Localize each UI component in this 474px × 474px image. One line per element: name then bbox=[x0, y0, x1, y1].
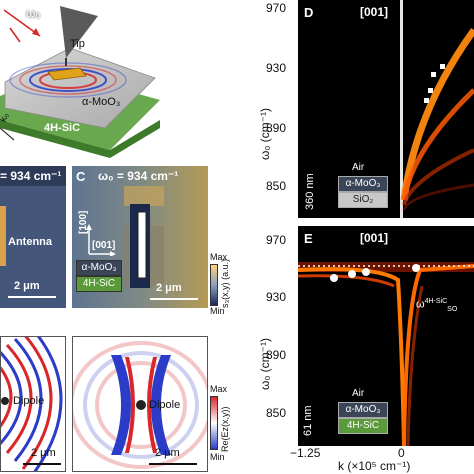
panel-d-letter: D bbox=[304, 5, 314, 20]
panel-e-ytick-1: 930 bbox=[266, 290, 287, 304]
panel-c-scale: 2 μm bbox=[156, 282, 182, 294]
panel-e-ylabel: ω₀ (cm⁻¹) bbox=[258, 337, 272, 390]
panel-e-orientation: [001] bbox=[360, 231, 389, 245]
panel-e-ytick-2: 890 bbox=[266, 348, 287, 362]
panel-b-scale: 2 μm bbox=[14, 280, 40, 292]
omega-label: ω₀ bbox=[26, 6, 41, 20]
afm-tip bbox=[60, 6, 98, 58]
panel-c-map bbox=[72, 166, 208, 308]
panel-d-ytick-1: 930 bbox=[266, 61, 287, 75]
panel-e: E [001] ω4H-SiCSO 61 nm Air α-MoO₃ 4H-Si… bbox=[298, 226, 474, 446]
sic-label: 4H-SiC bbox=[44, 122, 81, 134]
panel-b-scalebar bbox=[8, 296, 56, 298]
panel-e-ytick-0: 970 bbox=[266, 233, 287, 247]
omega-so-sub: SO bbox=[447, 305, 458, 313]
panel-c-cbar-max: Max bbox=[210, 252, 228, 262]
direction-arrows bbox=[86, 224, 116, 256]
panel-b-map bbox=[0, 166, 66, 308]
panel-e-xtick-1: 0 bbox=[398, 446, 405, 460]
dir-001-label: [001] bbox=[92, 240, 116, 251]
panel-e-ytick-3: 850 bbox=[266, 406, 287, 420]
panel-d: D [001] 360 nm Air α-MoO₃ SiO₂ bbox=[298, 0, 474, 218]
panel-d-ytick-3: 850 bbox=[266, 179, 287, 193]
dipole-cbar-label: Re(Ez(x,y)) bbox=[220, 406, 230, 453]
panel-e-dispersion bbox=[298, 226, 474, 446]
panel-b-freq: = 934 cm⁻¹ bbox=[0, 169, 62, 183]
panel-dipole-left: Dipole 2 μm bbox=[0, 336, 66, 472]
dipole-left-field bbox=[1, 337, 63, 471]
omega-so-sup: 4H-SiC bbox=[424, 298, 448, 305]
panel-e-xlabel: k (×10⁵ cm⁻¹) bbox=[338, 459, 411, 473]
dipole-cbar-max: Max bbox=[210, 384, 228, 394]
panel-e-layer-air: Air bbox=[352, 388, 365, 399]
dipole-mid-label: Dipole bbox=[149, 399, 181, 411]
panel-c-moo3-box: α-MoO₃ bbox=[76, 260, 122, 276]
panel-e-xtick-0: −1.25 bbox=[290, 446, 321, 460]
panel-c-scalebar bbox=[150, 298, 198, 300]
panel-d-orientation: [001] bbox=[360, 5, 389, 19]
panel-dipole-colorbar bbox=[210, 396, 218, 450]
panel-e-omega-so: ω4H-SiCSO bbox=[416, 298, 457, 313]
panel-e-layer-sic: 4H-SiC bbox=[338, 418, 388, 434]
dir-100-label: [100] bbox=[78, 210, 89, 234]
dipole-cbar-min: Min bbox=[210, 452, 225, 462]
panel-c-freq: ω₀ = 934 cm⁻¹ bbox=[98, 169, 179, 183]
gold-antenna bbox=[47, 67, 87, 81]
panel-c-letter: C bbox=[76, 169, 86, 184]
dipole-left-label: Dipole bbox=[13, 395, 45, 407]
dipole-mid-field bbox=[73, 341, 207, 469]
dipole-left-scale: 2 μm bbox=[31, 447, 56, 459]
panel-d-layer-air: Air bbox=[352, 162, 365, 173]
panel-b-antenna: Antenna bbox=[8, 236, 52, 248]
panel-e-thickness: 61 nm bbox=[302, 405, 314, 436]
panel-dipole-mid: Dipole 2 μm bbox=[72, 336, 208, 472]
substrate-side bbox=[0, 120, 160, 158]
panel-c-colorbar bbox=[210, 264, 218, 306]
panel-d-ytick-2: 890 bbox=[266, 121, 287, 135]
omega-so-symbol: ω bbox=[416, 298, 425, 311]
panel-a-schematic: ω₀ Tip α-MoO₃ 4H-SiC k₀ bbox=[0, 0, 160, 158]
moo3-label: α-MoO₃ bbox=[82, 96, 121, 108]
tip-label: Tip bbox=[70, 38, 85, 50]
panel-e-letter: E bbox=[304, 231, 313, 246]
panel-c-sic-box: 4H-SiC bbox=[76, 276, 122, 292]
wave-pattern bbox=[9, 62, 127, 98]
panel-c-cbar-label: s₃(x,y) (a.u.) bbox=[220, 258, 230, 308]
panel-d-ytick-0: 970 bbox=[266, 1, 287, 15]
panel-e-layer-moo3: α-MoO₃ bbox=[338, 402, 388, 418]
schematic-illustration bbox=[0, 6, 160, 158]
dipole-left-scalebar bbox=[23, 463, 61, 465]
panel-d-thickness: 360 nm bbox=[304, 173, 316, 210]
panel-c: C ω₀ = 934 cm⁻¹ [100] [001] α-MoO₃ 4H-Si… bbox=[72, 166, 208, 308]
dipole-mid-scale: 2 μm bbox=[155, 447, 180, 459]
panel-b: = 934 cm⁻¹ Antenna 2 μm bbox=[0, 166, 66, 308]
dipole-mid-scalebar bbox=[149, 463, 197, 465]
panel-d-layer-moo3: α-MoO₃ bbox=[338, 176, 388, 192]
panel-c-cbar-min: Min bbox=[210, 306, 225, 316]
panel-d-layer-sio2: SiO₂ bbox=[338, 192, 388, 208]
